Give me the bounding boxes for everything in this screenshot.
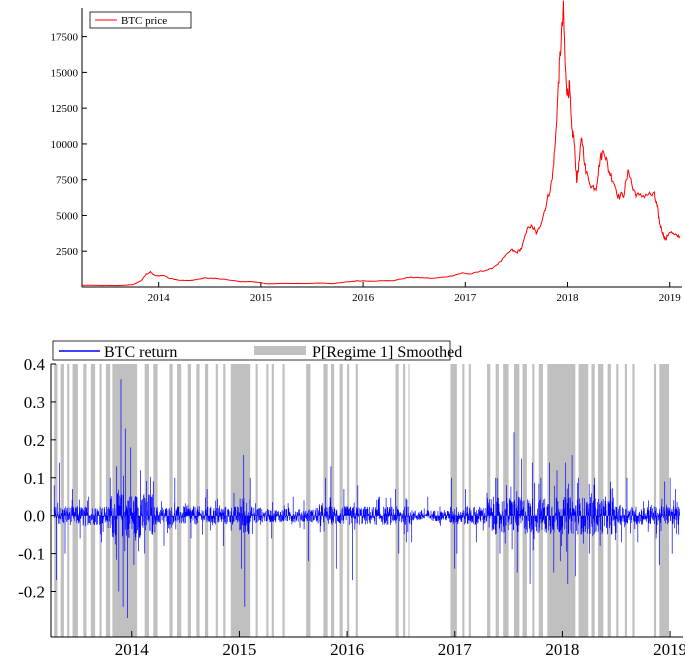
- x-tick-label: 2016: [352, 292, 375, 304]
- legend-swatch-regime: [254, 346, 306, 355]
- y-tick-label: 0.4: [24, 355, 46, 374]
- x-tick-label: 2017: [454, 292, 477, 304]
- x-tick-label: 2015: [222, 640, 256, 659]
- regime-shade: [578, 364, 589, 637]
- x-tick-label: 2019: [653, 640, 685, 659]
- x-tick-label: 2016: [330, 640, 364, 659]
- x-tick-label: 2019: [659, 292, 682, 304]
- regime-shade: [83, 364, 87, 637]
- regime-shade: [616, 364, 619, 637]
- regime-shade: [330, 364, 335, 637]
- regime-shade: [347, 364, 350, 637]
- y-tick-label: 0.0: [24, 507, 45, 526]
- y-tick-label: 10000: [51, 139, 79, 151]
- x-tick-label: 2014: [148, 292, 171, 304]
- regime-shade: [60, 364, 64, 637]
- legend-label: BTC price: [121, 15, 167, 27]
- regime-shade: [271, 364, 274, 637]
- legend-box: [52, 340, 451, 361]
- regime-shade: [169, 364, 173, 637]
- btc-return-line: [53, 379, 680, 618]
- regime-shade: [355, 364, 358, 637]
- regime-shade: [403, 364, 406, 637]
- regime-shade: [522, 364, 527, 637]
- regime-shade: [99, 364, 102, 637]
- regime-shade: [215, 364, 218, 637]
- y-tick-label: 0.3: [24, 393, 45, 412]
- y-tick-label: -0.2: [18, 583, 45, 602]
- legend-label-return: BTC return: [104, 344, 177, 361]
- y-tick-label: 17500: [51, 32, 79, 44]
- y-tick-label: 5000: [56, 210, 79, 222]
- regime-shade: [547, 364, 576, 637]
- regime-shade: [196, 364, 200, 637]
- regime-shade: [339, 364, 343, 637]
- regime-shade: [105, 364, 111, 637]
- regime-shade: [591, 364, 595, 637]
- regime-shade: [468, 364, 471, 637]
- regime-shade: [112, 364, 138, 637]
- regime-shade: [67, 364, 70, 637]
- regime-shade: [223, 364, 226, 637]
- y-tick-label: 15000: [51, 67, 79, 79]
- regime-shade: [597, 364, 604, 637]
- btc-price-line: [82, 0, 681, 287]
- regime-shade: [450, 364, 457, 637]
- y-tick-label: 2500: [56, 246, 79, 258]
- regime-shade: [153, 364, 158, 637]
- returns-chart-panel: -0.2 -0.1 0.0 0.1 0.2 0.3 0.4 2014 2015 2016 2017 2…: [18, 340, 685, 659]
- legend-label-regime: P[Regime 1] Smoothed: [312, 344, 462, 361]
- regime-shade: [54, 364, 58, 637]
- regime-shade: [204, 364, 209, 637]
- regime-shade: [653, 364, 657, 637]
- regime-shade: [266, 364, 269, 637]
- regime-shade: [255, 364, 258, 637]
- y-tick-label: 0.2: [24, 431, 45, 450]
- x-tick-label: 2017: [438, 640, 473, 659]
- regime-shade: [90, 364, 96, 637]
- y-tick-label: 12500: [51, 103, 79, 115]
- regime-shade: [187, 364, 191, 637]
- regime-shade: [659, 364, 670, 637]
- x-tick-label: 2018: [545, 640, 579, 659]
- regime-shade: [607, 364, 611, 637]
- regime-shade: [487, 364, 491, 637]
- regime-shade: [282, 364, 285, 637]
- regime-shade: [176, 364, 182, 637]
- y-tick-label: 0.1: [24, 469, 45, 488]
- regime-shade: [632, 364, 635, 637]
- y-tick-label: 7500: [56, 175, 79, 187]
- legend-box: [89, 11, 192, 29]
- regime-shade: [72, 364, 78, 637]
- regime-shade: [532, 364, 535, 637]
- regime-shade: [306, 364, 311, 637]
- x-tick-label: 2014: [115, 640, 150, 659]
- regime-shade: [624, 364, 628, 637]
- regime-shade: [408, 364, 410, 637]
- price-chart-panel: 2500 5000 7500 10000 12500 15000 17500 2014 2015…: [51, 0, 682, 304]
- regime-shade: [230, 364, 251, 637]
- regime-shade: [462, 364, 465, 637]
- regime-shade: [395, 364, 399, 637]
- regime-shade: [503, 364, 509, 637]
- x-tick-label: 2015: [250, 292, 273, 304]
- y-tick-label: -0.1: [18, 545, 45, 564]
- x-tick-label: 2018: [557, 292, 580, 304]
